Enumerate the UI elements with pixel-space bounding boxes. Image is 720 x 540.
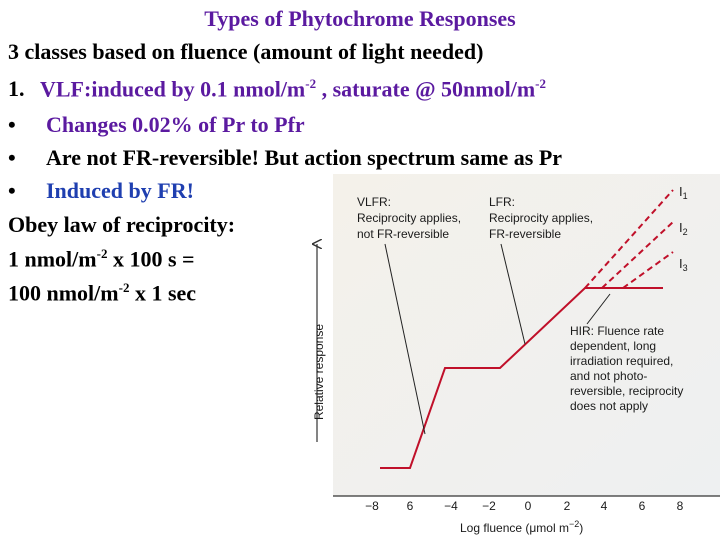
list-number: 1. — [8, 76, 25, 102]
tick-label: 6 — [639, 499, 646, 513]
vlfr-line-3: not FR-reversible — [357, 227, 449, 241]
hir-curve-i2 — [601, 221, 674, 289]
hir-line-2: dependent, long — [570, 339, 656, 353]
vlf-line: 1. VLF:induced by 0.1 nmol/m-2 , saturate… — [8, 76, 546, 102]
hir-annotation: HIR: Fluence rate dependent, long irradi… — [570, 324, 683, 413]
vlfr-line-1: VLFR: — [357, 195, 391, 209]
label-i1-letter: I — [679, 184, 683, 199]
tick-label: 4 — [601, 499, 608, 513]
tick-label: −4 — [444, 499, 458, 513]
bullet-glyph: • — [8, 178, 16, 203]
bullet-text-1: Changes 0.02% of Pr to Pfr — [46, 112, 305, 137]
tick-label: −8 — [365, 499, 379, 513]
vlf-text-a: VLF:induced by 0.1 nmol/m — [40, 76, 306, 102]
lfr-annotation: LFR: Reciprocity applies, FR-reversible — [489, 195, 593, 241]
bullet-glyph: • — [8, 145, 16, 170]
hir-curve-i3 — [622, 251, 674, 289]
vlfr-line-2: Reciprocity applies, — [357, 211, 461, 225]
reciprocity-eq-1: 1 nmol/m-2 x 100 s = — [8, 246, 195, 272]
classes-intro-text: 3 classes based on fluence (amount of li… — [8, 39, 484, 64]
label-i1-sub: 1 — [683, 191, 688, 201]
vlf-text-b: , saturate @ 50nmol/m — [316, 76, 536, 102]
x-axis-label-text: Log fluence (μmol m — [460, 521, 569, 535]
x-axis-label-sup: −2 — [569, 519, 579, 529]
vlf-sup-1: -2 — [305, 76, 317, 91]
lfr-line-2: Reciprocity applies, — [489, 211, 593, 225]
label-i2-letter: I — [679, 220, 683, 235]
x-axis-label-end: ) — [579, 521, 583, 535]
x-axis-label: Log fluence (μmol m−2) — [460, 519, 583, 535]
eq2-text-a: 100 nmol/m — [8, 280, 119, 306]
tick-label: 6 — [407, 499, 414, 513]
label-i2: I2 — [679, 220, 688, 237]
hir-line-1: HIR: Fluence rate — [570, 324, 664, 338]
lfr-leader — [500, 243, 526, 345]
bullet-item-1: • Changes 0.02% of Pr to Pfr — [8, 112, 305, 138]
label-i3: I3 — [679, 256, 688, 273]
reciprocity-heading: Obey law of reciprocity: — [8, 212, 236, 237]
fluence-response-figure: Relative response −8 6 −4 −2 0 2 4 6 8 L… — [305, 172, 720, 540]
bullet-item-2: • Are not FR-reversible! But action spect… — [8, 145, 562, 171]
hir-line-6: does not apply — [570, 399, 648, 413]
hir-line-4: and not photo- — [570, 369, 647, 383]
y-axis-label: Relative response — [312, 324, 326, 420]
x-ticks: −8 6 −4 −2 0 2 4 6 8 — [365, 499, 684, 513]
bullet-text-3: Induced by FR! — [46, 178, 194, 203]
lfr-line-3: FR-reversible — [489, 227, 561, 241]
vlf-sup-2: -2 — [535, 76, 547, 91]
eq2-sup: -2 — [118, 280, 130, 295]
label-i2-sub: 2 — [683, 227, 688, 237]
eq2-text-b: x 1 sec — [129, 280, 197, 306]
tick-label: 8 — [677, 499, 684, 513]
hir-curve-i1 — [584, 189, 674, 289]
hir-line-3: irradiation required, — [570, 354, 673, 368]
vlfr-annotation: VLFR: Reciprocity applies, not FR-revers… — [357, 195, 461, 241]
slide-title: Types of Phytochrome Responses — [204, 6, 516, 31]
bullet-glyph: • — [8, 112, 16, 137]
vlfr-leader — [384, 243, 426, 435]
eq1-sup: -2 — [96, 246, 108, 261]
tick-label: 0 — [525, 499, 532, 513]
bullet-text-2: Are not FR-reversible! But action spectr… — [46, 145, 563, 170]
hir-leader — [586, 293, 611, 325]
reciprocity-eq-2: 100 nmol/m-2 x 1 sec — [8, 280, 196, 306]
tick-label: 2 — [564, 499, 571, 513]
label-i1: I1 — [679, 184, 688, 201]
eq1-text-b: x 100 s = — [107, 246, 195, 272]
bullet-item-3: • Induced by FR! — [8, 178, 194, 204]
eq1-text-a: 1 nmol/m — [8, 246, 97, 272]
label-i3-letter: I — [679, 256, 683, 271]
label-i3-sub: 3 — [683, 263, 688, 273]
classes-intro: 3 classes based on fluence (amount of li… — [8, 39, 483, 65]
response-curve — [380, 287, 663, 469]
plot-area — [333, 174, 720, 496]
tick-label: −2 — [482, 499, 496, 513]
hir-line-5: reversible, reciprocity — [570, 384, 683, 398]
figure-canvas: Relative response −8 6 −4 −2 0 2 4 6 8 L… — [312, 174, 720, 535]
lfr-line-1: LFR: — [489, 195, 515, 209]
